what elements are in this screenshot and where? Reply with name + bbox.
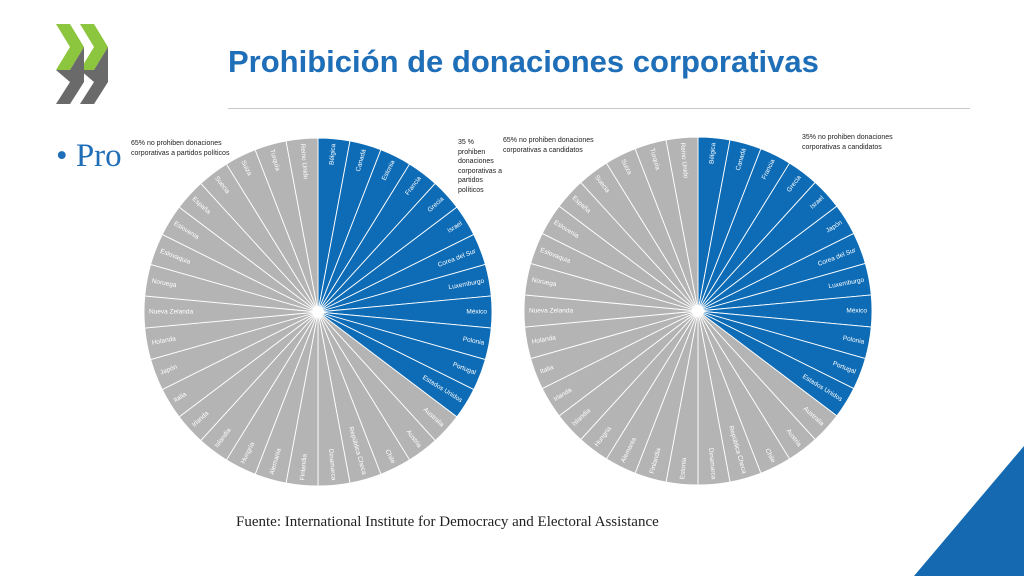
slice-label-reino-unido: Reino Unido bbox=[679, 142, 689, 179]
slice-label-mexico: México bbox=[466, 309, 487, 316]
slice-label-holanda: Holanda bbox=[151, 335, 176, 346]
oecd-logo-icon bbox=[56, 24, 108, 104]
annotation-allow-candidates: 65% no prohiben donaciones corporativas … bbox=[503, 137, 594, 154]
pie-chart-parties: Bélgica Canadá EstoniaFranciaGreciaIsraelC… bbox=[143, 137, 493, 487]
slice-label-polonia: Polonia bbox=[842, 335, 865, 346]
annotation-allow-parties: 65% no prohiben donaciones corporativas … bbox=[131, 140, 230, 157]
page-title: Prohibición de donaciones corporativas bbox=[228, 44, 819, 79]
logo-chevron-gray-right bbox=[80, 47, 108, 104]
slice-label-polonia: Polonia bbox=[462, 336, 485, 347]
bullet-text: • Pro bbox=[56, 138, 122, 174]
slice-label-belgica: Bélgica bbox=[328, 143, 337, 165]
corner-decoration bbox=[914, 446, 1024, 576]
logo-chevron-gray-left bbox=[56, 47, 84, 104]
title-divider bbox=[228, 108, 970, 109]
pie-center-glow bbox=[692, 305, 704, 317]
slice-label-holanda: Holanda bbox=[531, 334, 556, 345]
slice-label-finlandia: Finlandia bbox=[299, 453, 308, 480]
slice-label-reino-unido: Reino Unido bbox=[299, 143, 309, 180]
slice-label-dinamarca: Dinamarca bbox=[707, 448, 717, 480]
pie-slice-reino-unido bbox=[665, 136, 699, 312]
slice-label-belgica: Bélgica bbox=[708, 142, 717, 164]
slice-label-noruega: Noruega bbox=[151, 278, 177, 290]
bullet-text-content: Pro bbox=[75, 138, 122, 174]
pie-center-glow bbox=[312, 306, 324, 318]
slice-label-nueva-zelanda: Nueva Zelanda bbox=[149, 309, 193, 316]
slice-label-mexico: México bbox=[846, 308, 867, 315]
pie-slice-reino-unido bbox=[285, 137, 319, 313]
slice-label-nueva-zelanda: Nueva Zelanda bbox=[529, 308, 573, 315]
annotation-prohibit-candidates: 35% no prohiben donaciones corporativas … bbox=[802, 134, 893, 151]
slice-label-italia: Italia bbox=[539, 364, 555, 376]
slice-label-estonia: Estonia bbox=[679, 457, 688, 480]
slice-label-dinamarca: Dinamarca bbox=[327, 449, 337, 481]
source-caption: Fuente: International Institute for Demo… bbox=[236, 514, 659, 530]
annotation-prohibit-parties: 35 % prohiben donaciones corporativas a … bbox=[458, 139, 502, 194]
slice-label-noruega: Noruega bbox=[531, 277, 557, 289]
pie-chart-candidates: Bélgica Canadá FranciaGreciaIsraelJapónCor… bbox=[523, 136, 873, 486]
